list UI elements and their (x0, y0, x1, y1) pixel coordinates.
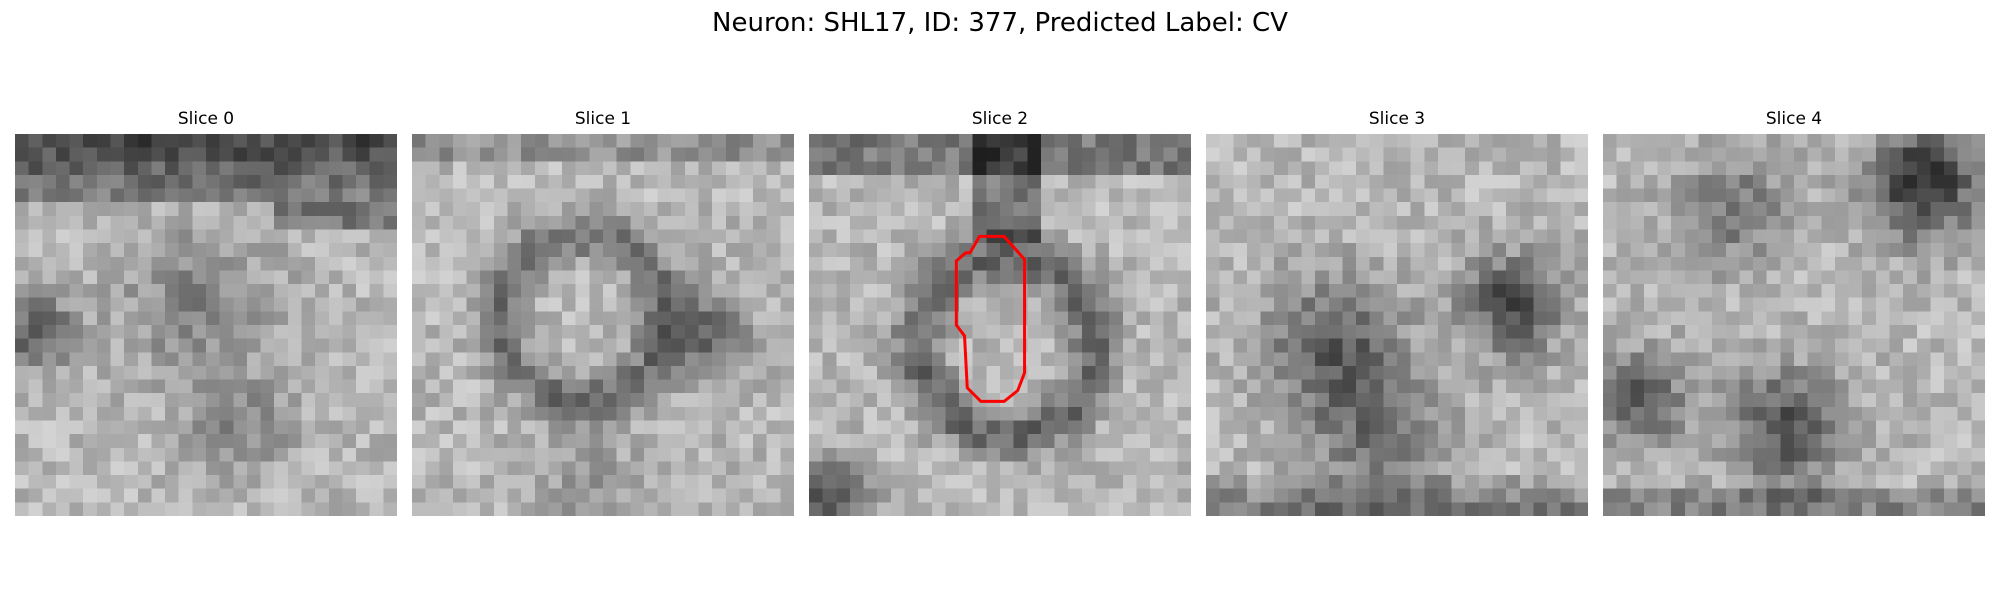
slice-image-0 (15, 134, 397, 516)
segmentation-contour (954, 234, 1027, 403)
slice-panel-3: Slice 3 (1206, 108, 1588, 516)
slice-title-3: Slice 3 (1368, 109, 1426, 129)
slice-title-2: Slice 2 (971, 109, 1029, 129)
slice-panel-0: Slice 0 (15, 108, 397, 516)
slice-image-2 (809, 134, 1191, 516)
slice-panel-2: Slice 2 (809, 108, 1191, 516)
figure-title: Neuron: SHL17, ID: 377, Predicted Label:… (712, 8, 1288, 38)
slice-title-1: Slice 1 (574, 109, 632, 129)
slice-panel-1: Slice 1 (412, 108, 794, 516)
slice-image-3 (1206, 134, 1588, 516)
slice-title-4: Slice 4 (1765, 109, 1823, 129)
slice-image-1 (412, 134, 794, 516)
slice-panel-4: Slice 4 (1603, 108, 1985, 516)
slice-image-4 (1603, 134, 1985, 516)
slice-title-0: Slice 0 (177, 109, 235, 129)
